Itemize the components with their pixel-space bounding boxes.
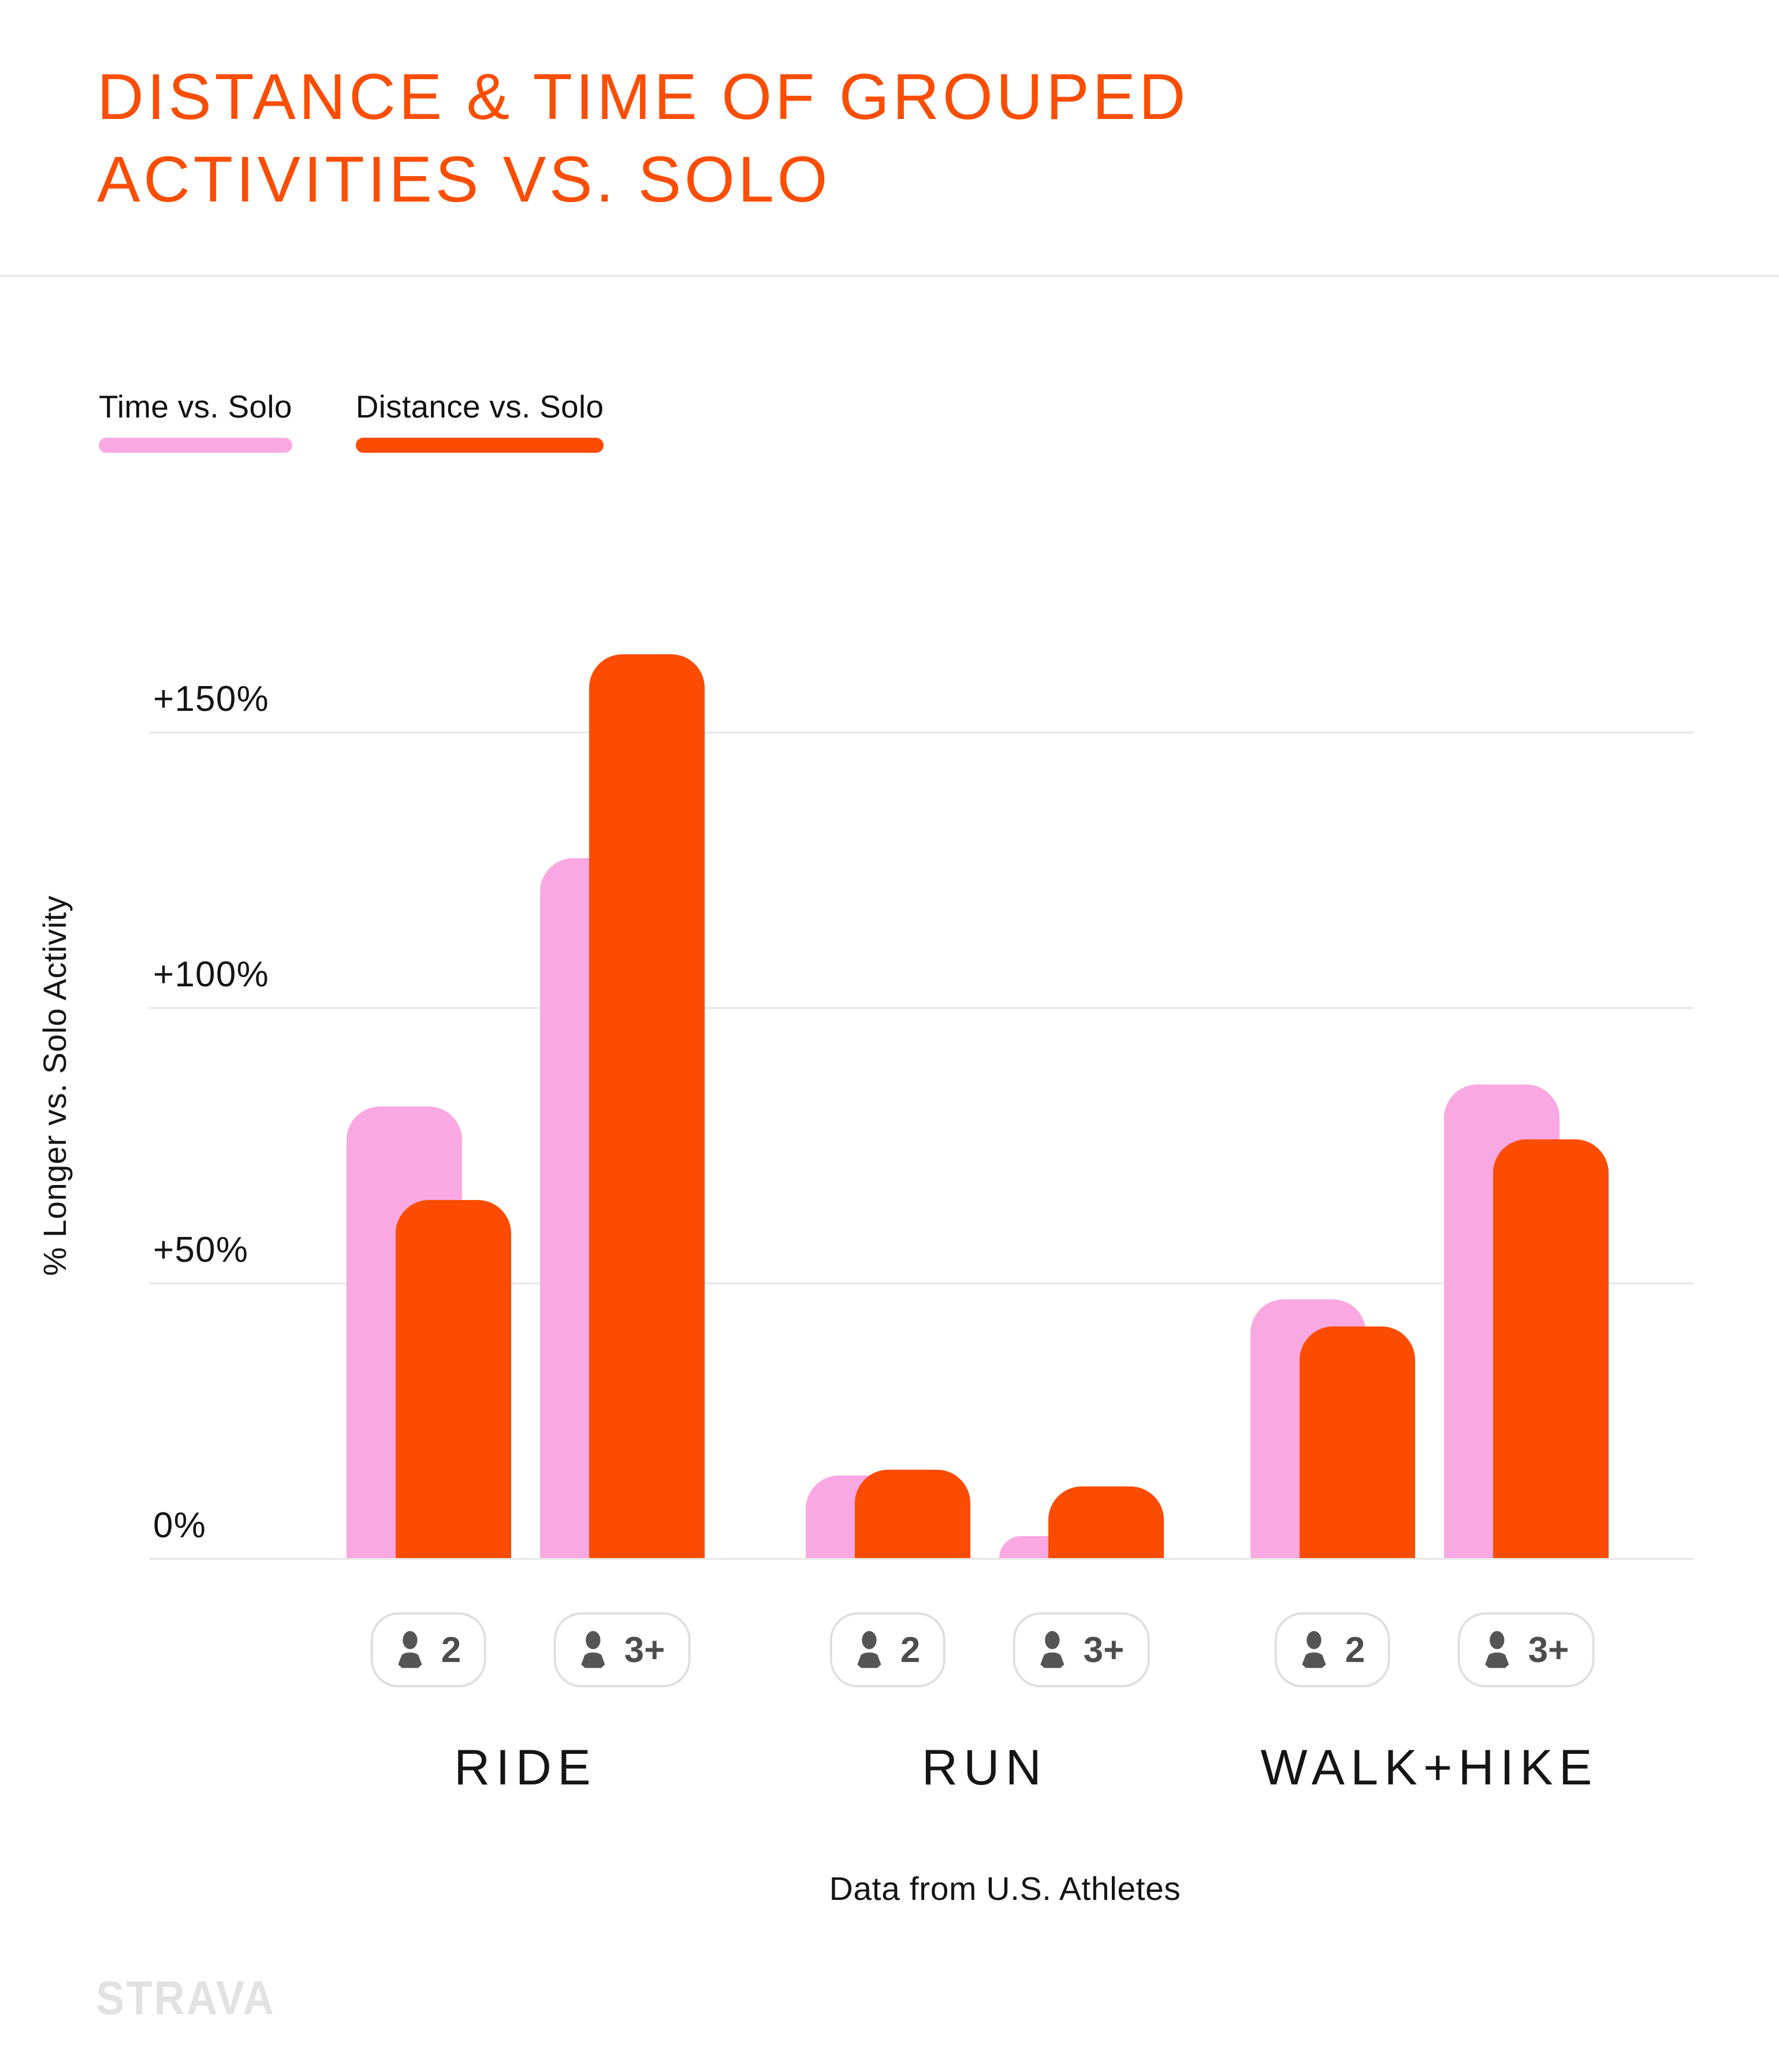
group-label-ride: RIDE: [454, 1740, 597, 1795]
page-title: DISTANCE & TIME OF GROUPED ACTIVITIES VS…: [97, 61, 1189, 216]
group-size-badge-ride-3plus: 3+: [553, 1612, 691, 1687]
legend-swatch-time: [99, 438, 292, 453]
group-size-badge-walk-hike-3plus: 3+: [1457, 1612, 1595, 1687]
gridline-150: [149, 732, 1694, 733]
gridline-0: [149, 1558, 1694, 1560]
bar-distance-run-2: [854, 1470, 970, 1558]
person-icon: [581, 1631, 605, 1668]
person-icon: [1040, 1631, 1065, 1668]
bar-distance-ride-3plus: [589, 654, 705, 1558]
badge-count-label: 2: [1345, 1630, 1365, 1670]
group-label-walk-hike: WALK+HIKE: [1260, 1740, 1598, 1795]
person-icon: [1485, 1631, 1509, 1668]
strava-logo: STRAVA: [96, 1971, 276, 2025]
group-size-badge-walk-hike-2: 2: [1274, 1612, 1391, 1687]
chart-caption: Data from U.S. Athletes: [829, 1870, 1181, 1907]
bar-distance-walk-hike-2: [1299, 1326, 1415, 1558]
group-label-run: RUN: [921, 1740, 1048, 1795]
bar-distance-run-3plus: [1048, 1486, 1164, 1558]
gridline-50: [149, 1283, 1694, 1284]
y-tick-label-50: +50%: [153, 1230, 249, 1270]
legend-item-time: Time vs. Solo: [99, 388, 292, 453]
y-axis-title: % Longer vs. Solo Activity: [36, 895, 73, 1276]
person-icon: [857, 1631, 881, 1668]
legend-swatch-distance: [355, 438, 604, 453]
bar-distance-ride-2: [395, 1199, 511, 1558]
badge-count-label: 3+: [1083, 1630, 1125, 1670]
badge-count-label: 3+: [1528, 1630, 1569, 1670]
group-size-badge-run-3plus: 3+: [1013, 1612, 1150, 1687]
gridline-100: [149, 1007, 1694, 1009]
y-tick-label-150: +150%: [153, 679, 269, 719]
badge-count-label: 2: [900, 1630, 921, 1670]
badge-count-label: 3+: [624, 1630, 665, 1670]
group-size-badge-ride-2: 2: [370, 1612, 487, 1687]
badge-count-label: 2: [441, 1630, 462, 1670]
title-divider: [0, 275, 1779, 277]
person-icon: [398, 1631, 422, 1668]
legend-item-distance: Distance vs. Solo: [355, 388, 604, 453]
legend-label-distance: Distance vs. Solo: [355, 389, 604, 424]
legend-label-time: Time vs. Solo: [99, 389, 292, 424]
legend: Time vs. Solo Distance vs. Solo: [99, 388, 604, 453]
y-tick-label-0: 0%: [153, 1505, 207, 1545]
group-size-badge-run-2: 2: [829, 1612, 946, 1687]
y-tick-label-100: +100%: [153, 955, 269, 994]
person-icon: [1302, 1631, 1326, 1668]
bar-distance-walk-hike-3plus: [1493, 1139, 1609, 1558]
